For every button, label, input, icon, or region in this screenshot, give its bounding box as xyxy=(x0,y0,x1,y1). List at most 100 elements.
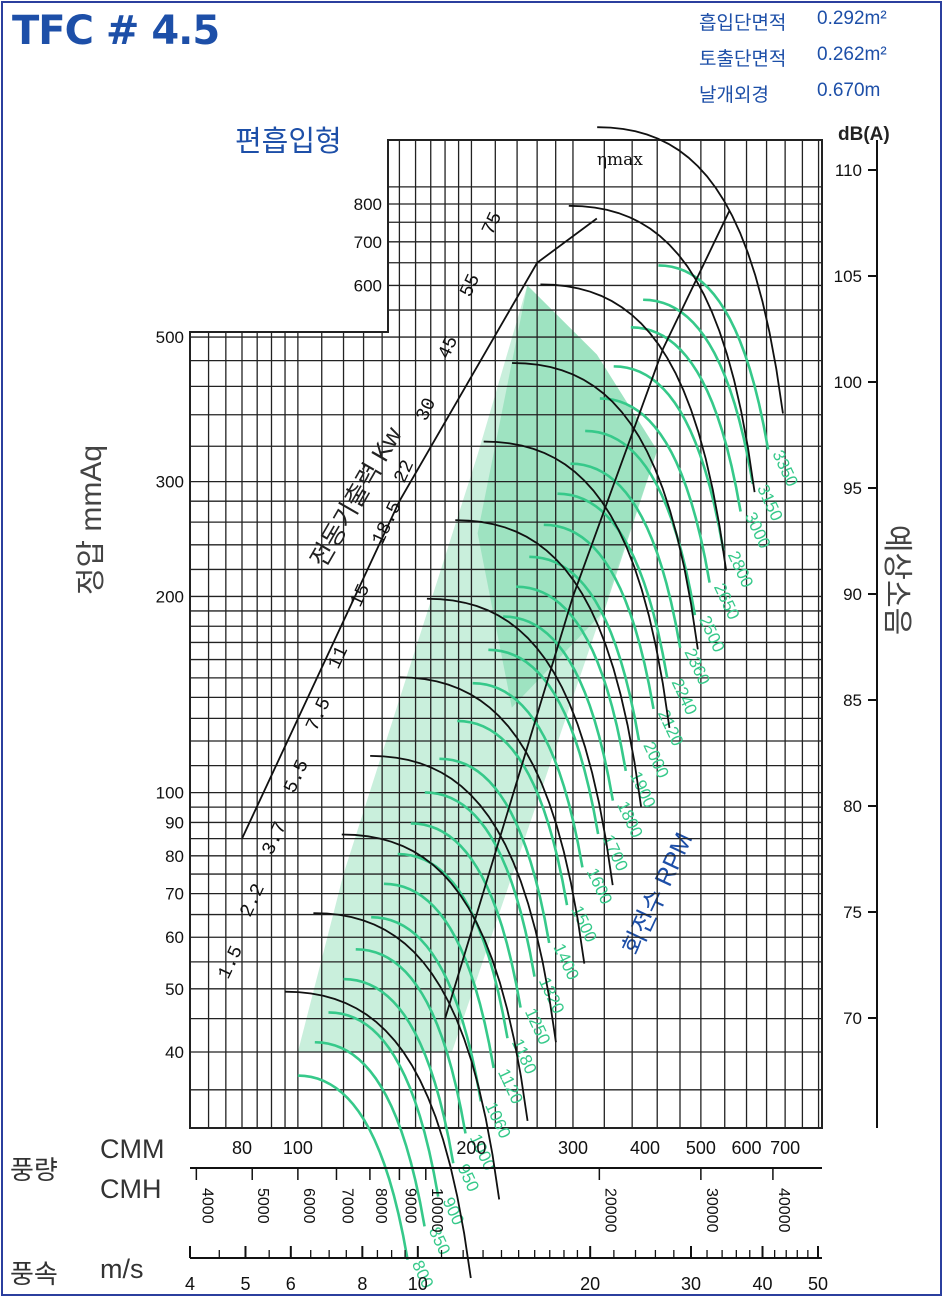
y-tick-label: 200 xyxy=(156,587,184,606)
power-curve xyxy=(341,833,529,1121)
velocity-tick-label: 20 xyxy=(580,1274,600,1294)
rpm-curve xyxy=(515,585,628,772)
y-tick-label: 60 xyxy=(165,928,184,947)
y-tick-label: 700 xyxy=(354,233,382,252)
rpm-curve xyxy=(503,615,615,801)
power-curve xyxy=(285,990,472,1279)
cmh-tick-label: 7000 xyxy=(338,1188,355,1224)
cmh-unit-label: CMH xyxy=(100,1174,162,1204)
rpm-curve xyxy=(457,719,569,906)
cmm-tick-label: 300 xyxy=(558,1138,588,1158)
kw-value-label: 3.7 xyxy=(257,818,291,858)
y-tick-label: 600 xyxy=(354,276,382,295)
db-tick-label: 105 xyxy=(834,267,862,286)
spec-impeller-diameter: 날개외경 0.670m xyxy=(699,80,899,107)
db-tick-label: 80 xyxy=(843,797,862,816)
rpm-curve xyxy=(570,462,682,649)
rpm-curve xyxy=(630,326,742,512)
cmm-tick-label: 600 xyxy=(732,1138,762,1158)
velocity-tick-label: 5 xyxy=(240,1274,250,1294)
spec-label: 날개외경 xyxy=(699,85,769,106)
cmm-tick-label: 500 xyxy=(686,1138,716,1158)
velocity-unit-label: m/s xyxy=(100,1254,144,1284)
cmm-tick-label: 700 xyxy=(770,1138,800,1158)
db-tick-label: 85 xyxy=(843,691,862,710)
power-curve xyxy=(426,597,614,886)
rpm-curve xyxy=(613,365,725,551)
kw-value-label: 55 xyxy=(455,271,485,301)
db-tick-label: 100 xyxy=(834,373,862,392)
cmm-unit-label: CMM xyxy=(100,1134,165,1164)
velocity-row-label: 풍속 xyxy=(10,1259,58,1289)
left-boundary-line xyxy=(241,217,598,840)
cmh-tick-label: 5000 xyxy=(254,1188,271,1224)
kw-value-label: 11 xyxy=(323,643,353,673)
rpm-curve xyxy=(397,852,509,1039)
y-tick-label: 80 xyxy=(165,847,184,866)
rpm-curve xyxy=(410,822,522,1008)
y-tick-label: 500 xyxy=(156,328,184,347)
y-tick-label: 40 xyxy=(165,1043,184,1062)
rpm-curve xyxy=(599,397,711,583)
velocity-tick-label: 30 xyxy=(681,1274,701,1294)
db-tick-label: 110 xyxy=(835,161,862,180)
rpm-curve xyxy=(439,757,551,944)
power-curve xyxy=(568,204,756,493)
cmh-tick-label: 9000 xyxy=(401,1188,418,1224)
rpm-curve xyxy=(543,523,655,710)
power-curve xyxy=(370,755,557,1043)
y-tick-label: 50 xyxy=(165,980,184,999)
spec-label: 흡입단면적 xyxy=(699,13,787,34)
db-tick-label: 70 xyxy=(843,1009,862,1028)
velocity-tick-label: 40 xyxy=(753,1274,773,1294)
db-unit-label: dB(A) xyxy=(838,124,890,145)
rpm-curve xyxy=(643,298,755,485)
velocity-tick-label: 8 xyxy=(357,1274,367,1294)
cmm-tick-label: 80 xyxy=(232,1138,252,1158)
flow-row-label: 풍량 xyxy=(10,1155,58,1185)
power-curve xyxy=(512,362,699,650)
rpm-curve xyxy=(383,882,495,1069)
cmh-tick-label: 40000 xyxy=(775,1188,792,1233)
rpm-curve xyxy=(297,1074,409,1261)
plot-border xyxy=(189,139,823,1129)
cmm-tick-label: 400 xyxy=(630,1138,660,1158)
kw-value-label: 18.5 xyxy=(367,498,406,549)
y-tick-label: 70 xyxy=(165,885,184,904)
spec-value: 0.670m xyxy=(817,80,881,101)
cmh-tick-label: 10000 xyxy=(428,1188,445,1233)
y-tick-label: 300 xyxy=(156,473,184,492)
power-curve xyxy=(597,126,784,414)
kw-value-label: 75 xyxy=(477,209,507,239)
db-tick-label: 95 xyxy=(843,479,862,498)
kw-value-label: 1.5 xyxy=(213,942,247,982)
rpm-curve xyxy=(658,264,770,450)
cmh-tick-label: 8000 xyxy=(372,1188,389,1224)
spec-label: 토출단면적 xyxy=(699,49,787,70)
rpm-curve xyxy=(355,947,467,1134)
power-curve xyxy=(313,912,501,1200)
db-tick-label: 90 xyxy=(843,585,862,604)
eta-max-line xyxy=(444,210,731,1019)
y-tick-label: 90 xyxy=(165,813,184,832)
power-curve xyxy=(483,440,671,729)
cmh-tick-label: 4000 xyxy=(198,1188,215,1224)
rpm-curve xyxy=(424,791,536,977)
rpm-curve xyxy=(371,915,483,1102)
cmm-tick-label: 200 xyxy=(456,1138,486,1158)
rpm-value-label: 3350 xyxy=(769,447,802,489)
y-tick-label: 100 xyxy=(156,784,184,803)
velocity-tick-label: 6 xyxy=(286,1274,296,1294)
spec-value: 0.292m² xyxy=(817,8,887,29)
rpm-curve xyxy=(343,977,455,1164)
power-curve xyxy=(540,283,728,571)
rpm-curve xyxy=(472,681,584,868)
spec-inlet-area: 흡입단면적 0.292m² xyxy=(699,8,899,35)
spec-outlet-area: 토출단면적 0.262m² xyxy=(699,44,899,71)
cmm-tick-label: 100 xyxy=(283,1138,313,1158)
velocity-tick-label: 10 xyxy=(408,1274,428,1294)
rpm-curve xyxy=(328,1011,440,1197)
power-curve xyxy=(455,519,642,807)
